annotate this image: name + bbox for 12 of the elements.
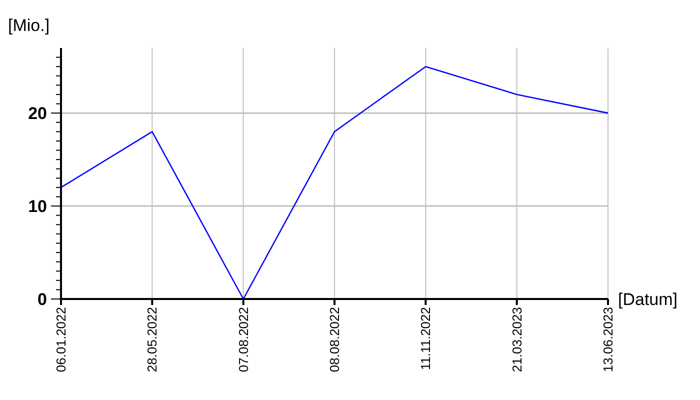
x-tick-label: 21.03.2023 xyxy=(509,307,524,372)
x-tick-label: 08.08.2022 xyxy=(327,307,342,372)
y-tick-label: 20 xyxy=(28,104,47,124)
x-tick-label: 06.01.2022 xyxy=(54,307,69,372)
x-axis-title: [Datum] xyxy=(618,290,678,309)
x-tick-label: 07.08.2022 xyxy=(236,307,251,372)
y-tick-label: 10 xyxy=(28,196,47,216)
y-axis-title: [Mio.] xyxy=(8,16,50,35)
x-tick-label: 11.11.2022 xyxy=(418,307,434,370)
x-tick-label: 28.05.2022 xyxy=(144,307,160,372)
x-tick-label: 13.06.2023 xyxy=(600,307,616,372)
y-tick-label: 0 xyxy=(38,290,47,309)
